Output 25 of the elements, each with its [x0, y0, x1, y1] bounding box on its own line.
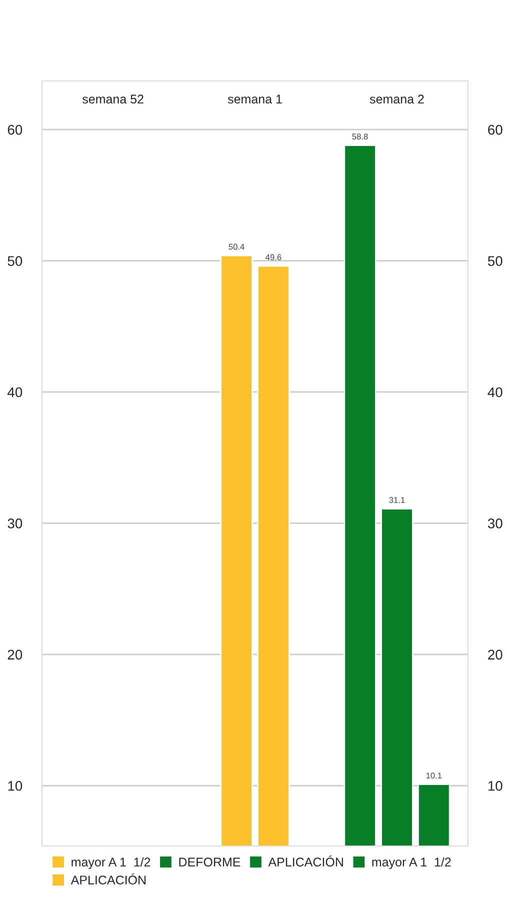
y-tick-label: 30	[8, 518, 22, 528]
legend-label: mayor A 1 1/2	[372, 857, 451, 869]
y-tick-label: 60	[8, 124, 22, 135]
y2-tick-label: 20	[488, 650, 502, 660]
data-label: 50.4	[228, 244, 244, 250]
x-tick-label: semana 1	[228, 94, 282, 104]
data-label: 10.1	[426, 772, 442, 779]
x-tick-label: semana 52	[82, 94, 144, 104]
legend-label: APLICACIÓN	[268, 856, 343, 866]
y2-tick-label: 50	[488, 256, 502, 266]
data-label: 58.8	[352, 134, 368, 140]
x-tick-label: semana 2	[370, 94, 424, 104]
legend-label: DEFORME	[179, 858, 240, 866]
y2-tick-label: 30	[488, 518, 502, 528]
data-label: 49.6	[266, 254, 282, 260]
y-tick-label: 50	[8, 256, 22, 266]
y-tick-label: 10	[8, 780, 22, 791]
y2-tick-label: 60	[488, 124, 502, 135]
legend-label: mayor A 1 1/2	[72, 857, 150, 869]
y-tick-label: 20	[8, 650, 22, 660]
data-label: 31.1	[389, 497, 405, 503]
y2-tick-label: 40	[488, 387, 502, 398]
y-tick-label: 40	[8, 387, 22, 398]
legend-label: APLICACIÓN	[70, 874, 146, 884]
y2-tick-label: 10	[488, 780, 502, 791]
